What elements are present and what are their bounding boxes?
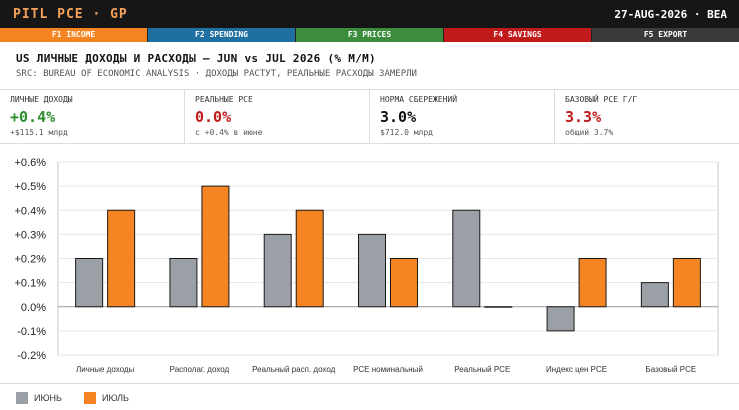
x-tick-label: PCE номинальный	[353, 365, 423, 374]
fkey-savings[interactable]: F4 SAVINGS	[444, 28, 592, 42]
y-tick-label: -0.2%	[17, 350, 46, 362]
x-tick-label: Личные доходы	[76, 365, 135, 374]
kpi-value: 0.0%	[195, 108, 232, 126]
x-tick-label: Располаг. доход	[170, 365, 230, 374]
legend-item-july: ИЮЛЬ	[83, 392, 129, 404]
x-tick-label: Базовый PCE	[645, 365, 696, 374]
subline: SRC: BUREAU OF ECONOMIC ANALYSIS · ДОХОД…	[16, 69, 417, 79]
date-source: 27-AUG-2026 · BEA	[614, 8, 727, 21]
legend-swatch-june	[16, 392, 28, 404]
fkey-prices[interactable]: F3 PRICES	[296, 28, 444, 42]
bar-july	[672, 258, 701, 308]
bar-chart: -0.2% -0.1% 0.0% +0.1% +0.2% +0.3% +0.4% +0.5% +…	[15, 157, 719, 374]
y-tick-label: +0.2%	[15, 254, 47, 266]
bar-june	[546, 306, 575, 332]
y-tick-label: +0.6%	[15, 157, 47, 169]
kpi-note: +$115.1 млрд	[10, 128, 68, 137]
y-tick-label: 0.0%	[21, 302, 46, 314]
kpi-value: 3.3%	[565, 108, 602, 126]
bar-july	[201, 185, 230, 308]
kpi-personal-income: ЛИЧНЫЕ ДОХОДЫ +0.4% +$115.1 млрд	[0, 90, 185, 143]
x-tick-label: Реальный PCE	[454, 365, 510, 374]
kpi-note: $712.0 млрд	[380, 128, 433, 137]
top-bar: PITL PCE · GP 27-AUG-2026 · BEA	[0, 0, 739, 28]
kpi-core-pce: БАЗОВЫЙ PCE Г/Г 3.3% общий 3.7%	[555, 90, 739, 143]
legend-divider	[0, 383, 739, 384]
bar-june	[358, 233, 386, 308]
kpi-label: НОРМА СБЕРЕЖЕНИЙ	[380, 95, 458, 104]
bar-june	[169, 258, 198, 308]
bar-july	[484, 306, 513, 308]
fkey-income[interactable]: F1 INCOME	[0, 28, 148, 42]
chart-area: -0.2% -0.1% 0.0% +0.1% +0.2% +0.3% +0.4% +0.5% +…	[0, 150, 739, 380]
legend-label-july: ИЮЛЬ	[101, 393, 129, 403]
function-key-bar: F1 INCOME F2 SPENDING F3 PRICES F4 SAVIN…	[0, 28, 739, 42]
bar-june	[640, 282, 669, 308]
bar-july	[390, 258, 418, 308]
kpi-real-pce: РЕАЛЬНЫЕ PCE 0.0% с +0.4% в июне	[185, 90, 370, 143]
legend-swatch-july	[83, 392, 96, 404]
bar-june	[263, 233, 292, 308]
kpi-note: с +0.4% в июне	[195, 128, 263, 137]
kpi-strip: ЛИЧНЫЕ ДОХОДЫ +0.4% +$115.1 млрд РЕАЛЬНЫ…	[0, 89, 739, 144]
bar-july	[107, 209, 136, 308]
y-tick-label: +0.1%	[15, 278, 47, 290]
kpi-note: общий 3.7%	[565, 128, 614, 137]
kpi-label: ЛИЧНЫЕ ДОХОДЫ	[10, 95, 73, 104]
y-tick-label: +0.4%	[15, 205, 47, 217]
kpi-label: БАЗОВЫЙ PCE Г/Г	[565, 95, 638, 104]
x-tick-label: Индекс цен PCE	[546, 365, 607, 374]
kpi-value: +0.4%	[10, 108, 56, 126]
legend-item-june: ИЮНЬ	[16, 392, 62, 404]
x-tick-label: Реальный расп. доход	[252, 365, 335, 374]
y-tick-label: -0.1%	[17, 326, 46, 338]
bar-june	[75, 258, 104, 308]
headline: US ЛИЧНЫЕ ДОХОДЫ И РАСХОДЫ — JUN vs JUL …	[16, 52, 376, 65]
y-tick-label: +0.5%	[15, 181, 47, 193]
kpi-label: РЕАЛЬНЫЕ PCE	[195, 95, 253, 104]
fkey-spending[interactable]: F2 SPENDING	[148, 28, 296, 42]
app-title: PITL PCE · GP	[13, 7, 128, 22]
bar-june	[452, 209, 481, 308]
bar-july	[578, 258, 607, 308]
bar-july	[295, 209, 324, 308]
kpi-savings-rate: НОРМА СБЕРЕЖЕНИЙ 3.0% $712.0 млрд	[370, 90, 555, 143]
y-tick-label: +0.3%	[15, 229, 47, 241]
fkey-export[interactable]: F5 EXPORT	[592, 28, 739, 42]
kpi-value: 3.0%	[380, 108, 417, 126]
legend-label-june: ИЮНЬ	[34, 393, 62, 403]
legend: ИЮНЬ ИЮЛЬ	[16, 392, 151, 404]
